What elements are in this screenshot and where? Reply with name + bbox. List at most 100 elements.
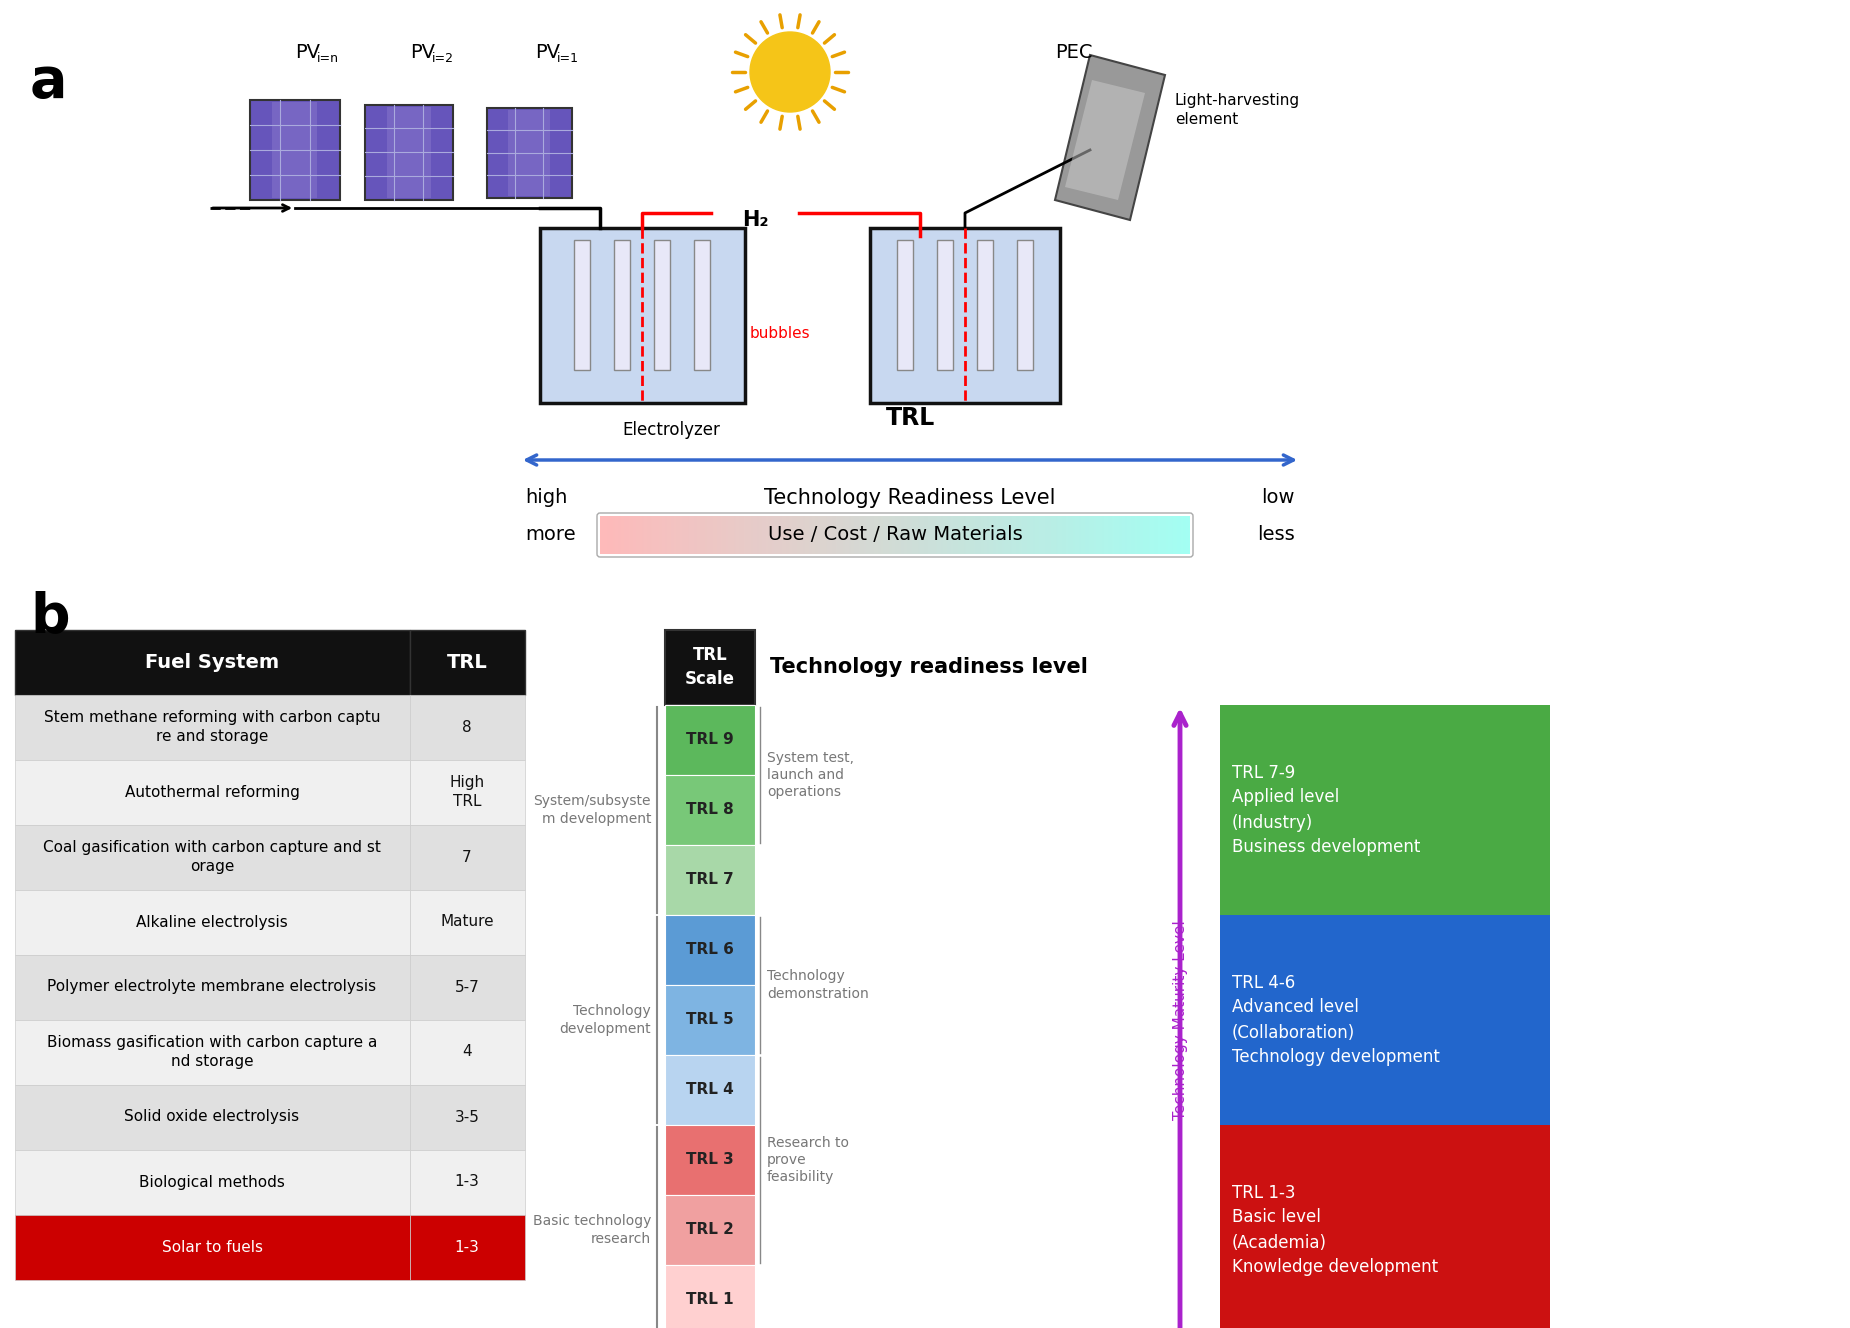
Bar	[1219, 705, 1550, 915]
Bar	[509, 110, 549, 197]
Bar	[664, 915, 755, 985]
Bar	[664, 1125, 755, 1195]
Text: 1-3: 1-3	[455, 1174, 479, 1190]
Text: TRL 1-3
Basic level
(Academia)
Knowledge development: TRL 1-3 Basic level (Academia) Knowledge…	[1232, 1183, 1437, 1276]
Text: H₂: H₂	[742, 210, 768, 230]
Text: TRL 7: TRL 7	[686, 872, 734, 887]
Text: Light-harvesting
element: Light-harvesting element	[1175, 93, 1301, 127]
Text: PV: PV	[411, 42, 435, 61]
Bar	[15, 955, 411, 1020]
Bar	[574, 240, 590, 371]
Bar	[614, 240, 631, 371]
Bar	[272, 102, 316, 198]
Bar	[387, 108, 431, 198]
Text: Mature: Mature	[440, 915, 494, 930]
Text: Fuel System: Fuel System	[144, 652, 279, 672]
Text: Biomass gasification with carbon capture a
nd storage: Biomass gasification with carbon capture…	[46, 1036, 377, 1069]
Bar	[15, 1150, 411, 1215]
Text: TRL 6: TRL 6	[686, 943, 734, 957]
Bar	[411, 825, 525, 890]
Text: TRL 1: TRL 1	[686, 1292, 734, 1308]
Text: Polymer electrolyte membrane electrolysis: Polymer electrolyte membrane electrolysi…	[48, 980, 377, 995]
Bar	[15, 1085, 411, 1150]
Text: PV: PV	[535, 42, 561, 61]
Bar	[655, 240, 670, 371]
Polygon shape	[1054, 54, 1166, 220]
Polygon shape	[1066, 80, 1145, 201]
Bar	[15, 760, 411, 825]
Text: Use / Cost / Raw Materials: Use / Cost / Raw Materials	[768, 526, 1023, 544]
Bar	[411, 695, 525, 760]
Text: Stem methane reforming with carbon captu
re and storage: Stem methane reforming with carbon captu…	[44, 710, 381, 744]
Text: a: a	[30, 54, 67, 109]
Bar	[411, 890, 525, 955]
Text: TRL 3: TRL 3	[686, 1153, 734, 1167]
Text: Electrolyzer: Electrolyzer	[622, 421, 720, 440]
Bar	[664, 1054, 755, 1125]
Text: more: more	[525, 526, 575, 544]
Bar	[15, 629, 411, 695]
Text: Autothermal reforming: Autothermal reforming	[124, 785, 300, 799]
Text: Technology
development: Technology development	[559, 1004, 651, 1036]
Text: System test,
launch and
operations: System test, launch and operations	[768, 750, 855, 799]
Bar	[411, 1085, 525, 1150]
Bar	[1018, 240, 1032, 371]
Text: i=2: i=2	[433, 52, 453, 65]
Text: TRL 9: TRL 9	[686, 733, 734, 748]
Bar	[411, 1215, 525, 1280]
Text: Technology
demonstration: Technology demonstration	[768, 969, 870, 1001]
Text: TRL 7-9
Applied level
(Industry)
Business development: TRL 7-9 Applied level (Industry) Busines…	[1232, 764, 1421, 857]
Bar	[664, 776, 755, 845]
Bar	[664, 1266, 755, 1328]
Text: Research to
prove
feasibility: Research to prove feasibility	[768, 1135, 849, 1185]
Text: high: high	[525, 487, 568, 507]
Text: TRL: TRL	[446, 652, 487, 672]
Bar	[664, 705, 755, 776]
Bar	[1219, 1125, 1550, 1328]
Circle shape	[749, 32, 831, 112]
Text: 1-3: 1-3	[455, 1239, 479, 1255]
Text: 7: 7	[462, 850, 472, 865]
Text: TRL: TRL	[886, 406, 934, 430]
Bar	[15, 1020, 411, 1085]
Bar	[411, 629, 525, 695]
Text: 8: 8	[462, 720, 472, 734]
Text: TRL 8: TRL 8	[686, 802, 734, 818]
Bar	[664, 985, 755, 1054]
Text: low: low	[1262, 487, 1295, 507]
Bar	[411, 1020, 525, 1085]
Text: Coal gasification with carbon capture and st
orage: Coal gasification with carbon capture an…	[43, 841, 381, 874]
Bar	[540, 228, 746, 402]
Bar	[664, 629, 755, 705]
Text: 3-5: 3-5	[455, 1109, 479, 1125]
Bar	[487, 108, 572, 198]
Text: TRL 4: TRL 4	[686, 1082, 734, 1097]
Text: 4: 4	[462, 1045, 472, 1060]
Bar	[1219, 915, 1550, 1125]
Bar	[15, 825, 411, 890]
Text: PV: PV	[294, 42, 320, 61]
Text: less: less	[1258, 526, 1295, 544]
Bar	[15, 890, 411, 955]
Text: TRL 2: TRL 2	[686, 1223, 734, 1238]
Text: b: b	[30, 590, 70, 644]
Text: 5-7: 5-7	[455, 980, 479, 995]
Text: i=1: i=1	[557, 52, 579, 65]
Text: i=n: i=n	[316, 52, 339, 65]
Bar	[411, 955, 525, 1020]
Text: Basic technology
research: Basic technology research	[533, 1214, 651, 1246]
Bar	[664, 845, 755, 915]
Text: TRL
Scale: TRL Scale	[684, 647, 734, 688]
Bar	[411, 760, 525, 825]
Text: bubbles: bubbles	[749, 325, 810, 340]
Bar	[897, 240, 914, 371]
Text: High
TRL: High TRL	[450, 776, 485, 809]
Text: Technology Readiness Level: Technology Readiness Level	[764, 487, 1056, 509]
Bar	[870, 228, 1060, 402]
Text: PEC: PEC	[1054, 42, 1093, 61]
Text: TRL 4-6
Advanced level
(Collaboration)
Technology development: TRL 4-6 Advanced level (Collaboration) T…	[1232, 973, 1439, 1066]
Text: Solar to fuels: Solar to fuels	[161, 1239, 263, 1255]
Bar	[250, 100, 340, 201]
Bar	[15, 1215, 411, 1280]
Text: Solid oxide electrolysis: Solid oxide electrolysis	[124, 1109, 300, 1125]
